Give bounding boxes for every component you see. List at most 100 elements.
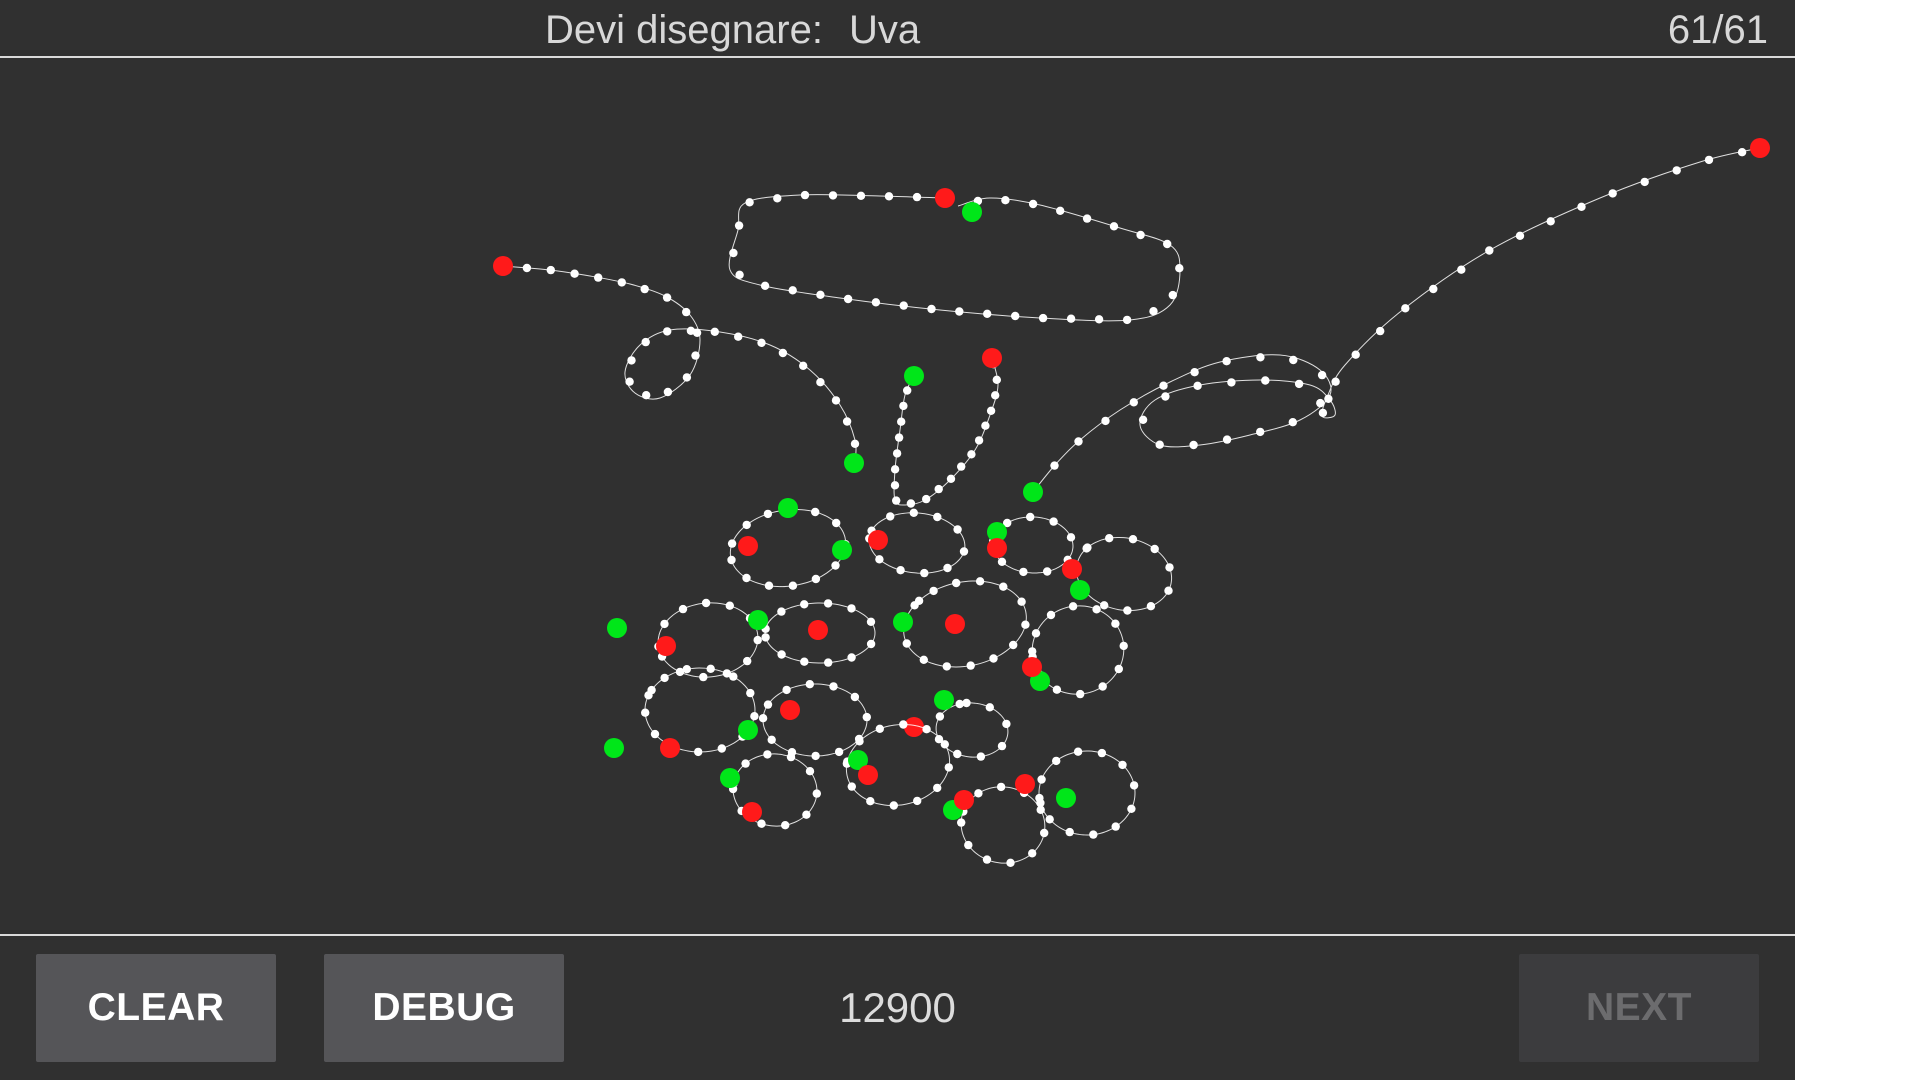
stroke-point [1429, 284, 1438, 294]
stroke-start-marker [778, 498, 798, 518]
stroke-line [1032, 147, 1761, 493]
stroke-point [892, 449, 902, 458]
stroke-point [1111, 822, 1120, 831]
stroke-point [959, 547, 969, 556]
stroke-point [699, 672, 708, 682]
stroke-point [871, 298, 881, 307]
stroke-point [717, 744, 726, 753]
stroke-point [1704, 155, 1714, 165]
stroke-point [800, 190, 810, 200]
stroke-end-marker [742, 802, 762, 822]
stroke-point [757, 819, 766, 828]
stroke-point [734, 221, 744, 230]
stroke-point [1065, 827, 1074, 837]
target-word: Uva [848, 8, 921, 52]
stroke-point [781, 821, 790, 830]
stroke-point [1074, 437, 1083, 446]
stroke-point [975, 577, 985, 586]
stroke-point [706, 664, 715, 673]
stroke-point [1164, 586, 1173, 595]
stroke-point [1222, 357, 1231, 366]
stroke-point [1094, 315, 1104, 324]
stroke-point [725, 601, 734, 610]
stroke-point [1097, 748, 1107, 758]
stroke-start-marker [748, 610, 768, 630]
stroke-point [1159, 381, 1168, 390]
prompt-label: Devi disegnare: [545, 8, 823, 52]
stroke-point [727, 539, 737, 548]
stroke-point [974, 436, 984, 445]
stroke-point [1577, 202, 1586, 211]
next-button[interactable]: NEXT [1519, 954, 1759, 1062]
stroke-point [764, 581, 774, 590]
stroke-end-marker [982, 348, 1002, 368]
clear-button[interactable]: CLEAR [36, 954, 276, 1062]
stroke-point [922, 494, 931, 504]
stroke-point [800, 600, 809, 609]
stroke-point [746, 688, 755, 698]
stroke-point [742, 520, 751, 530]
stroke-point [1640, 177, 1649, 187]
stroke-point [981, 421, 990, 430]
stroke-point [875, 555, 884, 564]
stroke-point [1052, 685, 1062, 694]
stroke-point [1331, 377, 1340, 386]
stroke-point [782, 685, 791, 695]
stroke-point [1129, 781, 1139, 790]
stroke-point [884, 192, 894, 201]
stroke-start-marker [1056, 788, 1076, 808]
stroke-point [974, 789, 983, 798]
stroke-point [682, 373, 692, 382]
stroke-point [866, 639, 876, 649]
stroke-point [1256, 427, 1265, 437]
stroke-point [957, 462, 966, 471]
stroke-point [1222, 435, 1232, 444]
stroke-point [778, 348, 788, 358]
stroke-point [952, 578, 961, 588]
stroke-point [855, 737, 864, 746]
drawing-canvas[interactable] [0, 58, 1795, 934]
stroke-point [663, 327, 672, 336]
stroke-point [842, 417, 852, 426]
stroke-point [894, 433, 904, 442]
stroke-start-marker [904, 366, 924, 386]
stroke-end-marker [1062, 559, 1082, 579]
stroke-point [991, 391, 1000, 400]
stroke-end-marker [738, 536, 758, 556]
stroke-point [627, 356, 636, 365]
stroke-point [1046, 610, 1056, 620]
stroke-point [913, 796, 922, 806]
stroke-point [1168, 290, 1178, 300]
stroke-point [1165, 563, 1174, 572]
stroke-point [903, 386, 912, 395]
stroke-point [710, 327, 719, 336]
stroke-point [767, 735, 776, 744]
stroke-point [1122, 315, 1132, 325]
stroke-end-marker [868, 530, 888, 550]
stroke-point [899, 301, 908, 310]
stroke-point [847, 653, 856, 662]
stroke-point [811, 574, 821, 584]
stroke-point [929, 586, 938, 596]
stroke-point [777, 607, 786, 616]
stroke-point [1146, 602, 1156, 611]
stroke-point [1082, 544, 1091, 553]
stroke-point [886, 512, 895, 521]
stroke-point [997, 557, 1007, 566]
stroke-point [1485, 246, 1494, 255]
stroke-point [922, 725, 931, 734]
stroke-point [594, 273, 603, 282]
stroke-point [847, 604, 856, 613]
stroke-point [955, 307, 964, 316]
stroke-point [773, 194, 782, 203]
stroke-start-marker [893, 612, 913, 632]
stroke-start-marker [832, 540, 852, 560]
stroke-point [909, 508, 918, 517]
stroke-point [1050, 461, 1059, 470]
stroke-end-marker [987, 538, 1007, 558]
debug-button[interactable]: DEBUG [324, 954, 564, 1062]
stroke-point [1261, 376, 1270, 385]
stroke-point [1546, 217, 1555, 226]
stroke-point [850, 439, 860, 448]
stroke-point [758, 714, 768, 723]
